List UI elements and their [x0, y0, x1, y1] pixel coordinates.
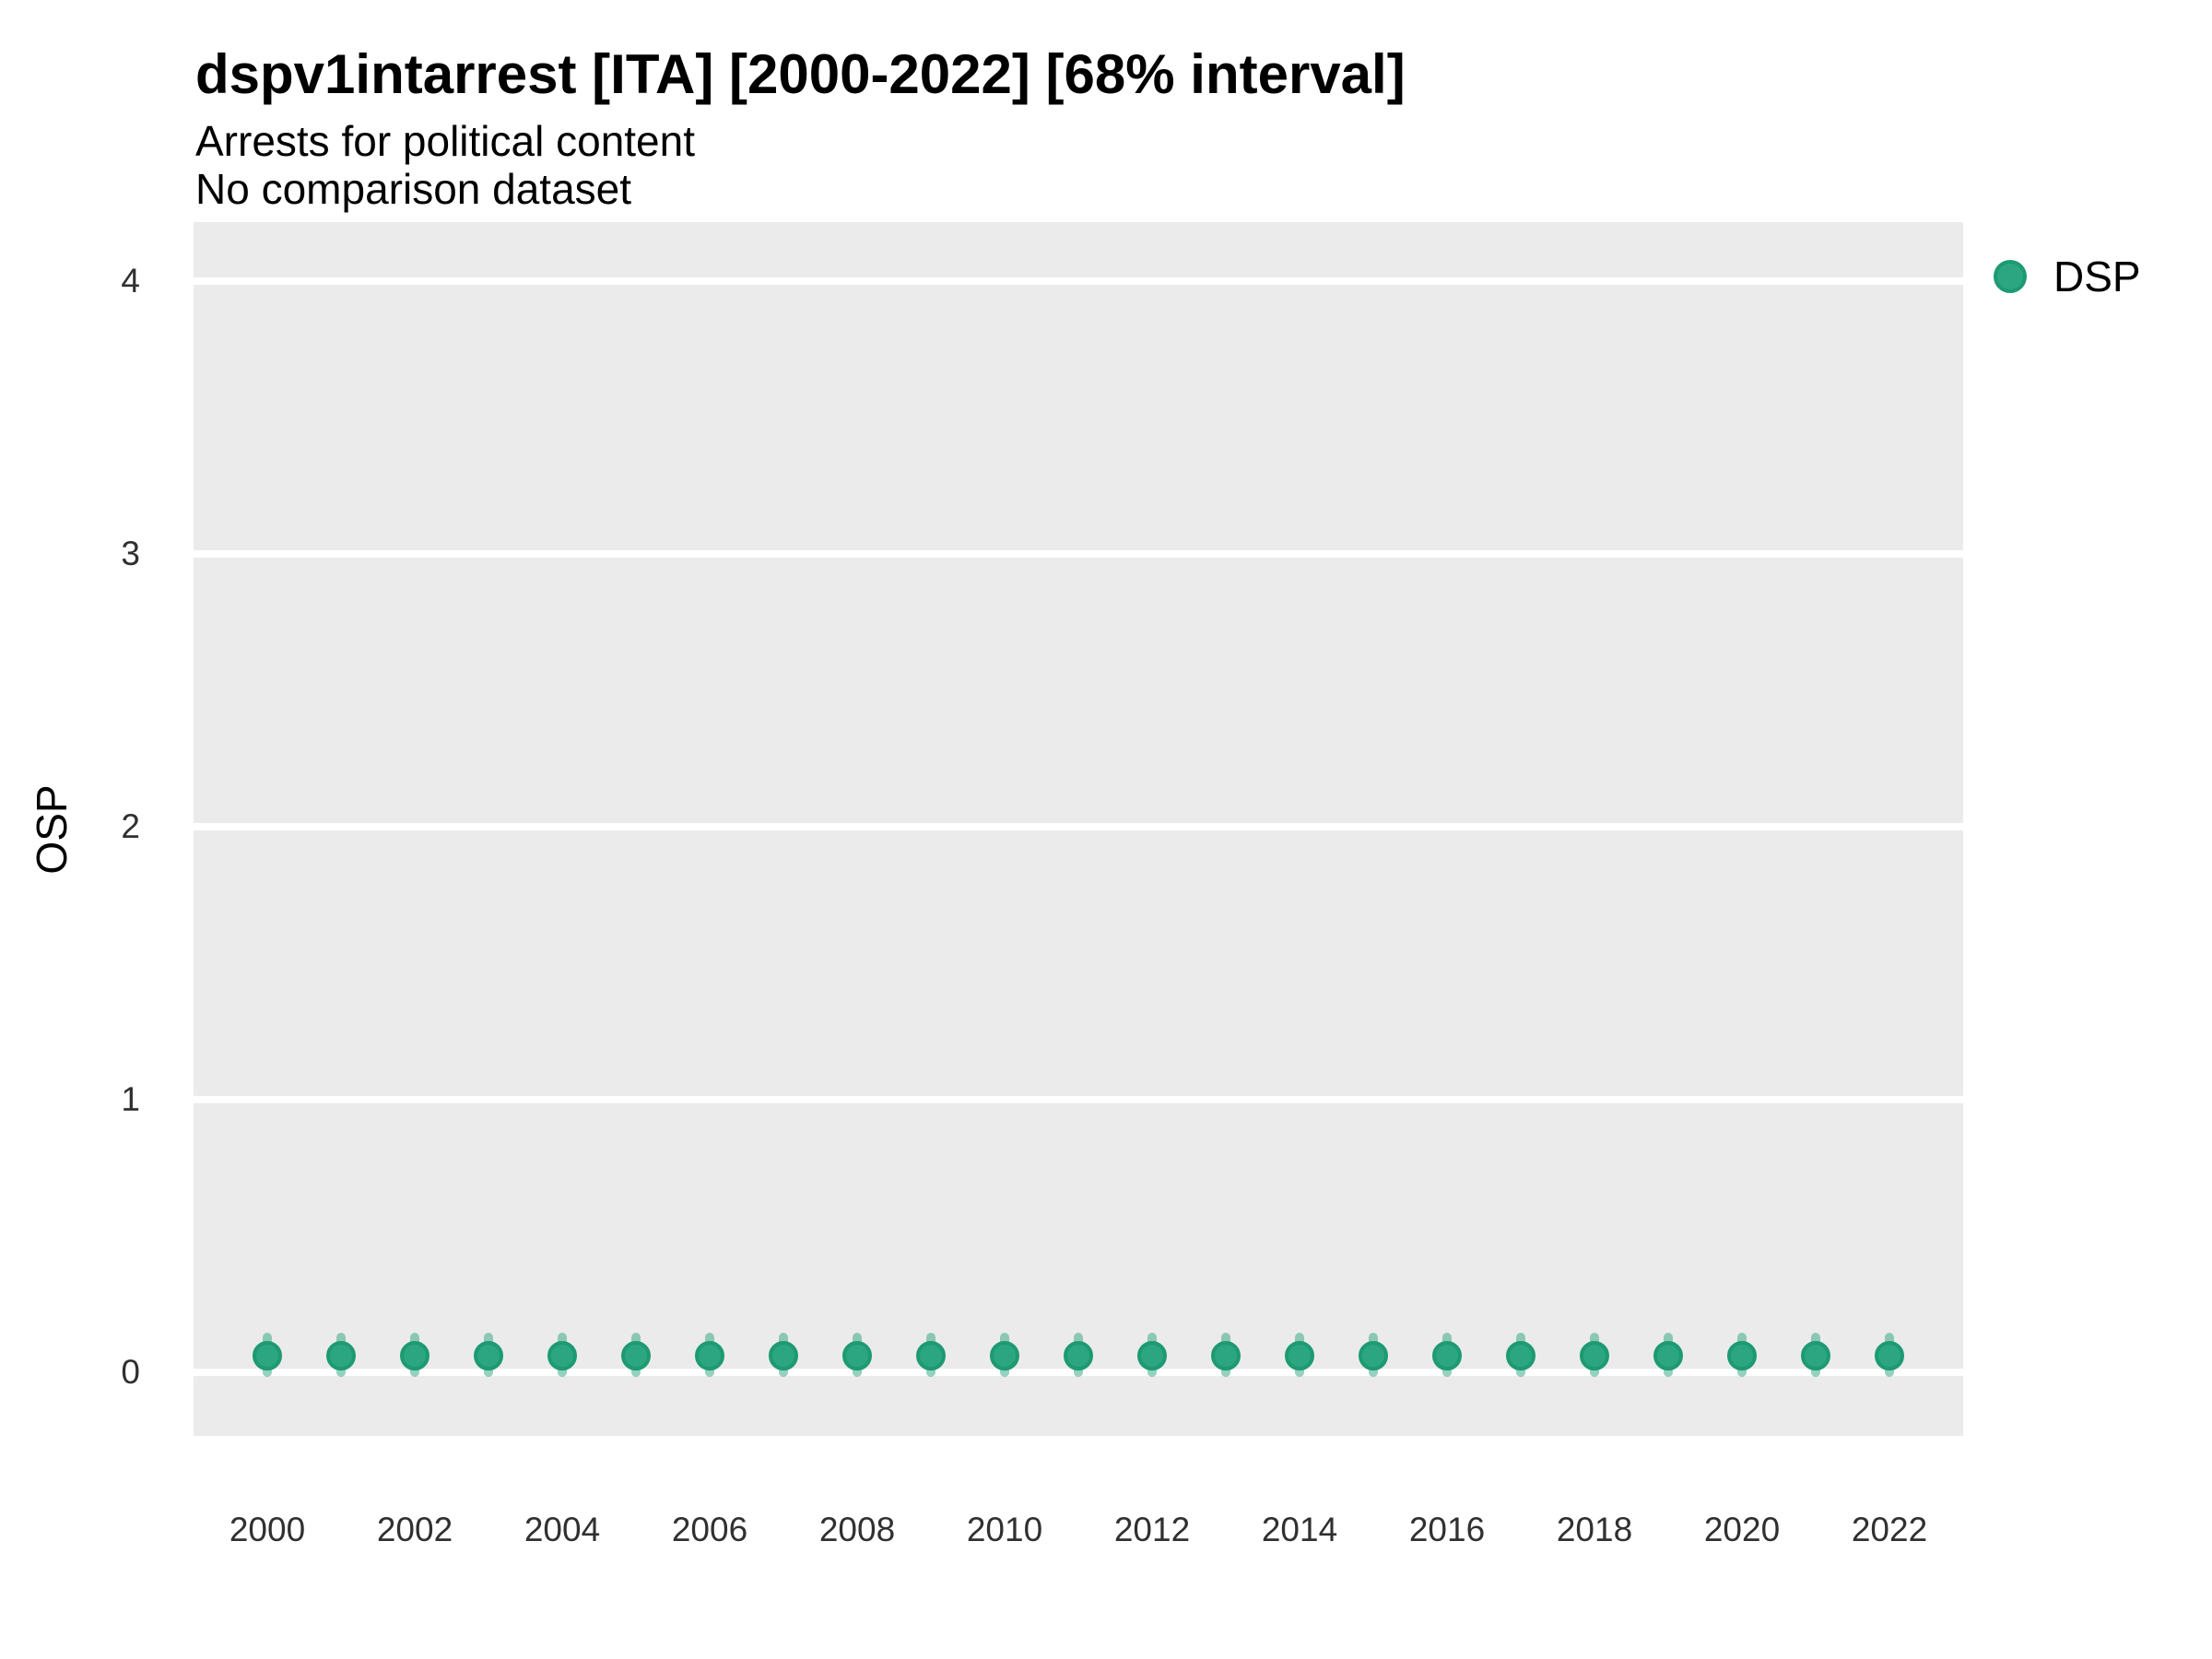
data-point-2014 — [1285, 1341, 1314, 1371]
data-point-2002 — [400, 1341, 429, 1371]
data-point-2006 — [695, 1341, 724, 1371]
y-axis-title: OSP — [28, 784, 76, 875]
legend-point-icon — [1994, 260, 2027, 293]
y-tick-label-4: 4 — [121, 262, 140, 300]
gridline-y-2 — [194, 823, 1963, 830]
x-tick-label-2002: 2002 — [376, 1511, 453, 1548]
x-tick-label-2014: 2014 — [1261, 1511, 1338, 1548]
x-tick-label-2004: 2004 — [524, 1511, 601, 1548]
x-tick-label-2008: 2008 — [818, 1511, 896, 1548]
data-point-2012 — [1137, 1341, 1167, 1371]
x-tick-label-2016: 2016 — [1408, 1511, 1486, 1548]
y-tick-label-1: 1 — [121, 1080, 140, 1118]
data-point-2008 — [842, 1341, 872, 1371]
x-tick-label-2000: 2000 — [229, 1511, 306, 1548]
data-point-2019 — [1653, 1341, 1683, 1371]
data-point-2015 — [1359, 1341, 1388, 1371]
data-point-2021 — [1801, 1341, 1830, 1371]
legend-label: DSP — [2053, 253, 2141, 300]
data-point-2022 — [1875, 1341, 1904, 1371]
data-point-2003 — [474, 1341, 503, 1371]
gridline-y-4 — [194, 277, 1963, 285]
y-tick-label-2: 2 — [121, 807, 140, 845]
x-tick-label-2022: 2022 — [1851, 1511, 1928, 1548]
x-tick-label-2020: 2020 — [1703, 1511, 1781, 1548]
x-tick-label-2006: 2006 — [671, 1511, 748, 1548]
y-tick-label-0: 0 — [121, 1353, 140, 1391]
x-tick-label-2010: 2010 — [966, 1511, 1043, 1548]
data-point-2007 — [769, 1341, 798, 1371]
data-point-2001 — [326, 1341, 356, 1371]
data-point-2005 — [621, 1341, 651, 1371]
data-point-2013 — [1211, 1341, 1241, 1371]
chart-subtitle: Arrests for political content — [195, 117, 696, 165]
data-point-2016 — [1432, 1341, 1462, 1371]
data-point-2004 — [547, 1341, 577, 1371]
gridline-y-3 — [194, 550, 1963, 558]
x-tick-label-2018: 2018 — [1556, 1511, 1633, 1548]
data-point-2010 — [990, 1341, 1019, 1371]
chart-note: No comparison dataset — [195, 165, 632, 213]
x-tick-label-2012: 2012 — [1113, 1511, 1191, 1548]
data-point-2018 — [1580, 1341, 1609, 1371]
gridline-y-1 — [194, 1096, 1963, 1103]
data-point-2017 — [1506, 1341, 1535, 1371]
y-tick-label-3: 3 — [121, 535, 140, 572]
data-point-2000 — [253, 1341, 282, 1371]
data-point-2009 — [916, 1341, 946, 1371]
data-point-2020 — [1727, 1341, 1757, 1371]
chart-title: dspv1intarrest [ITA] [2000-2022] [68% in… — [195, 43, 1406, 105]
data-point-2011 — [1064, 1341, 1093, 1371]
